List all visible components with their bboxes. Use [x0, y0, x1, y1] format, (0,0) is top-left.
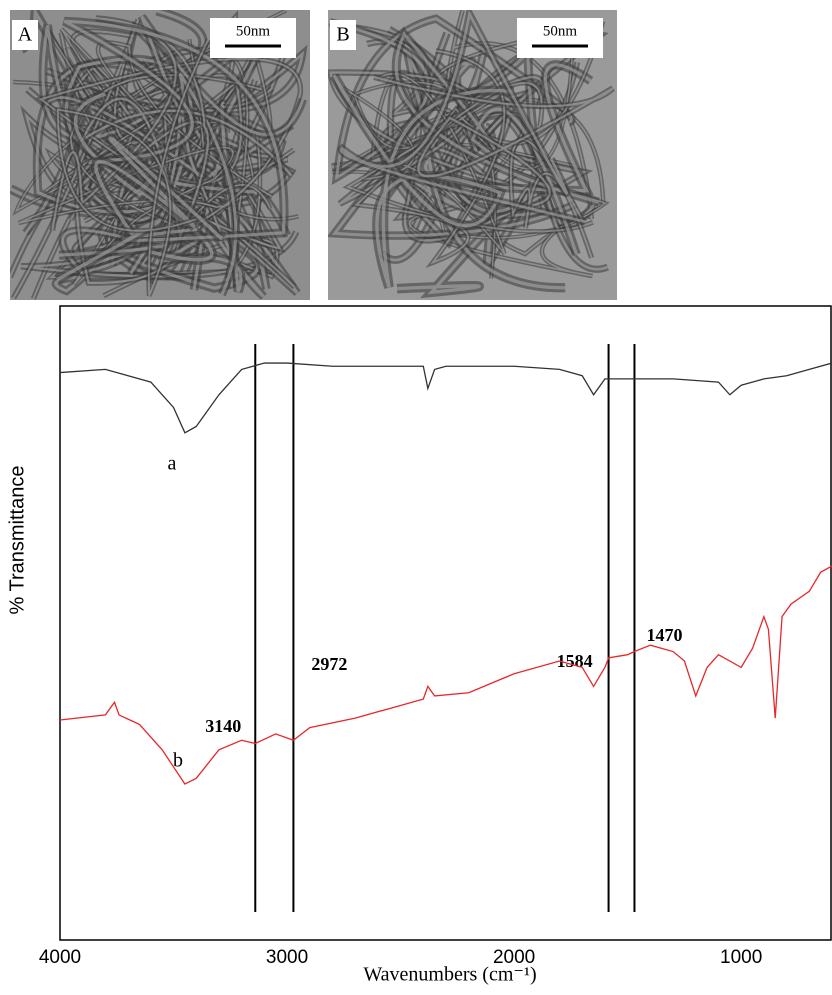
scale-box — [210, 18, 296, 58]
y-axis-label: % Transmittance — [6, 466, 28, 615]
scale-label: 50nm — [543, 23, 578, 39]
scale-label: 50nm — [236, 23, 271, 39]
nanotube-core — [332, 74, 514, 288]
nanotube-core — [429, 92, 609, 271]
panel-label: B — [336, 24, 349, 46]
reference-label: 3140 — [205, 716, 241, 736]
reference-label: 1470 — [646, 625, 682, 645]
nanotube-core — [88, 41, 273, 198]
scale-box — [517, 18, 603, 58]
series-label: a — [168, 453, 177, 475]
series-line — [60, 362, 832, 434]
panel-label-box — [12, 20, 38, 50]
panel-label-box — [330, 20, 356, 50]
nanotube-core — [373, 75, 614, 207]
x-tick-label: 1000 — [720, 947, 762, 968]
x-tick-label: 2000 — [493, 947, 535, 968]
panel-label: A — [18, 24, 33, 46]
plot-frame — [59, 305, 832, 941]
reference-label: 2972 — [311, 654, 347, 674]
series-label: b — [173, 750, 183, 772]
micrograph — [328, 10, 617, 300]
micrograph — [10, 10, 310, 300]
reference-label: 1584 — [557, 651, 593, 671]
x-tick-label: 3000 — [266, 947, 308, 968]
x-axis-label: Wavenumbers (cm⁻¹) — [363, 964, 536, 986]
nanotube-core — [56, 136, 224, 282]
series-line — [60, 565, 832, 785]
nanotube-core — [340, 10, 586, 224]
x-tick-label: 4000 — [39, 947, 81, 968]
nanotube-core — [56, 39, 210, 296]
